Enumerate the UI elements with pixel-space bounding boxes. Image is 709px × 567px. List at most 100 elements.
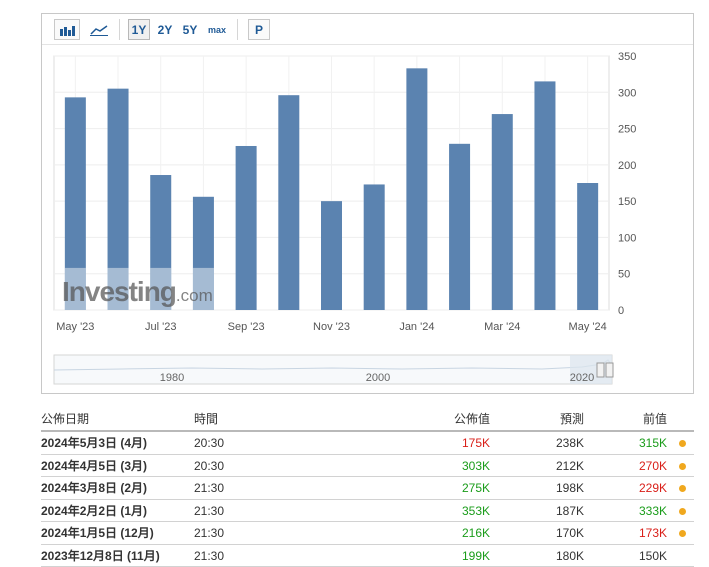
cell-time: 21:30 bbox=[194, 526, 225, 540]
cell-actual: 353K bbox=[461, 503, 490, 518]
cell-forecast: 238K bbox=[555, 436, 584, 450]
bar bbox=[235, 145, 257, 310]
table-body: 2024年5月3日 (4月) 20:30 175K 238K 315K 2024年4月5日… bbox=[41, 432, 694, 567]
cell-forecast: 187K bbox=[555, 503, 584, 518]
y-tick-label: 350 bbox=[618, 51, 636, 63]
navigator-label: 2020 bbox=[570, 372, 594, 384]
cell-time: 20:30 bbox=[194, 436, 225, 450]
revision-dot-icon[interactable] bbox=[679, 440, 686, 447]
watermark-logo: Investing.com bbox=[62, 276, 213, 307]
y-tick-label: 300 bbox=[618, 87, 636, 99]
cell-time: 20:30 bbox=[194, 458, 225, 473]
cell-date: 2023年12月8日 (11月) bbox=[41, 548, 160, 563]
bar bbox=[192, 196, 214, 310]
cell-time: 21:30 bbox=[194, 503, 225, 518]
cell-actual: 216K bbox=[461, 526, 490, 540]
header-previous: 前值 bbox=[642, 412, 667, 426]
cell-actual: 275K bbox=[461, 481, 490, 495]
revision-dot-icon[interactable] bbox=[679, 462, 686, 470]
table-row: 2024年1月5日 (12月) 21:30 216K 170K 173K bbox=[41, 522, 694, 545]
cell-forecast: 198K bbox=[555, 481, 584, 495]
bar bbox=[363, 184, 385, 310]
cell-previous: 270K bbox=[638, 458, 667, 473]
watermark-band bbox=[192, 267, 214, 310]
x-tick-label: Nov '23 bbox=[313, 321, 350, 333]
revision-dot-icon[interactable] bbox=[679, 530, 686, 537]
bar-chart: 0 50 100 150 200 250 300 350 Investing.com May '2… bbox=[53, 51, 636, 385]
table-row: 2024年4月5日 (3月) 20:30 303K 212K 270K bbox=[41, 455, 694, 477]
revision-dot-icon[interactable] bbox=[679, 485, 686, 492]
cell-forecast: 170K bbox=[555, 526, 584, 540]
toolbar-separator bbox=[119, 19, 120, 40]
table-row: 2023年12月8日 (11月) 21:30 199K 180K 150K bbox=[41, 545, 694, 567]
navigator-label: 2000 bbox=[366, 372, 390, 384]
watermark-band bbox=[64, 267, 86, 310]
header-date: 公佈日期 bbox=[41, 412, 90, 426]
x-tick-label: Mar '24 bbox=[484, 321, 520, 333]
chart-panel: 1Y 2Y 5Y max P 0 50 100 150 200 250 300 350 Inve… bbox=[41, 13, 694, 394]
toolbar-separator bbox=[237, 19, 238, 40]
y-tick-label: 150 bbox=[618, 196, 636, 208]
bar bbox=[577, 183, 599, 310]
cell-previous: 333K bbox=[638, 503, 667, 518]
bar bbox=[534, 81, 556, 311]
x-tick-label: May '24 bbox=[569, 321, 607, 333]
y-tick-label: 100 bbox=[618, 232, 636, 244]
bar bbox=[107, 88, 129, 311]
cell-time: 21:30 bbox=[194, 548, 225, 563]
range-2y-button[interactable]: 2Y bbox=[157, 22, 173, 37]
cell-actual: 303K bbox=[461, 458, 490, 473]
cell-previous: 229K bbox=[638, 481, 667, 495]
table-row: 2024年3月8日 (2月) 21:30 275K 198K 229K bbox=[41, 477, 694, 500]
table-header: 公佈日期 時間 公佈值 預測 前值 bbox=[41, 406, 694, 432]
range-5y-button[interactable]: 5Y bbox=[182, 22, 198, 37]
y-tick-label: 0 bbox=[618, 305, 624, 317]
watermark-band bbox=[107, 267, 129, 310]
header-forecast: 預測 bbox=[559, 412, 584, 426]
table-row: 2024年2月2日 (1月) 21:30 353K 187K 333K bbox=[41, 500, 694, 522]
header-time: 時間 bbox=[194, 412, 219, 426]
cell-date: 2024年5月3日 (4月) bbox=[41, 436, 148, 450]
cell-forecast: 180K bbox=[555, 548, 584, 563]
x-tick-label: Jan '24 bbox=[399, 321, 434, 333]
header-actual: 公佈值 bbox=[453, 412, 490, 426]
bar bbox=[278, 95, 300, 310]
cell-date: 2024年4月5日 (3月) bbox=[41, 458, 148, 473]
cell-date: 2024年3月8日 (2月) bbox=[41, 481, 148, 495]
x-tick-label: May '23 bbox=[56, 321, 94, 333]
bar bbox=[321, 201, 342, 310]
navigator-label: 1980 bbox=[160, 372, 184, 384]
cell-actual: 199K bbox=[461, 548, 490, 563]
y-tick-label: 250 bbox=[618, 124, 636, 136]
cell-forecast: 212K bbox=[555, 458, 584, 473]
bar-chart-icon[interactable] bbox=[54, 19, 80, 40]
navigator-selection bbox=[570, 355, 612, 384]
p-button[interactable]: P bbox=[248, 19, 270, 40]
cell-time: 21:30 bbox=[194, 481, 225, 495]
bar bbox=[406, 68, 428, 310]
cell-previous: 315K bbox=[638, 436, 667, 450]
watermark-band bbox=[150, 267, 172, 310]
y-tick-label: 50 bbox=[618, 269, 630, 281]
y-tick-label: 200 bbox=[618, 160, 636, 172]
line-chart-icon[interactable] bbox=[86, 19, 112, 40]
navigator-handle-right[interactable] bbox=[605, 362, 614, 378]
chart-toolbar: 1Y 2Y 5Y max P bbox=[42, 14, 693, 45]
cell-previous: 173K bbox=[638, 526, 667, 540]
bar bbox=[491, 114, 513, 310]
cell-previous: 150K bbox=[638, 548, 667, 563]
cell-date: 2024年1月5日 (12月) bbox=[41, 526, 154, 540]
history-table: 公佈日期 時間 公佈值 預測 前值 2024年5月3日 (4月) 20:30 175… bbox=[41, 406, 694, 567]
bar bbox=[150, 175, 172, 310]
cell-actual: 175K bbox=[461, 436, 490, 450]
range-1y-button[interactable]: 1Y bbox=[128, 19, 150, 40]
navigator-area bbox=[53, 354, 613, 385]
bar bbox=[449, 143, 471, 310]
x-tick-label: Sep '23 bbox=[228, 321, 265, 333]
cell-date: 2024年2月2日 (1月) bbox=[41, 503, 148, 518]
bar bbox=[64, 97, 86, 310]
navigator-handle-left[interactable] bbox=[596, 362, 605, 378]
revision-dot-icon[interactable] bbox=[679, 507, 686, 515]
range-max-button[interactable]: max bbox=[207, 24, 226, 35]
x-tick-label: Jul '23 bbox=[145, 321, 176, 333]
